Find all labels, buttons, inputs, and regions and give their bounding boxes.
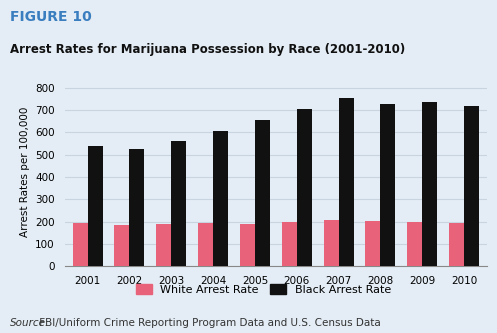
- Bar: [73, 223, 87, 266]
- Bar: [198, 223, 213, 266]
- Bar: [380, 104, 396, 266]
- Bar: [365, 221, 380, 266]
- Bar: [422, 102, 437, 266]
- Bar: [240, 224, 255, 266]
- Bar: [156, 223, 171, 266]
- Bar: [297, 109, 312, 266]
- Bar: [464, 106, 479, 266]
- Bar: [87, 146, 103, 266]
- Text: FBI/Uniform Crime Reporting Program Data and U.S. Census Data: FBI/Uniform Crime Reporting Program Data…: [36, 318, 381, 328]
- Text: Source:: Source:: [10, 318, 49, 328]
- Bar: [407, 222, 422, 266]
- Bar: [338, 99, 354, 266]
- Bar: [213, 131, 228, 266]
- Bar: [255, 120, 270, 266]
- Bar: [324, 220, 338, 266]
- Bar: [114, 225, 129, 266]
- Bar: [449, 223, 464, 266]
- Text: Arrest Rates for Marijuana Possession by Race (2001-2010): Arrest Rates for Marijuana Possession by…: [10, 43, 405, 56]
- Bar: [129, 149, 145, 266]
- Text: FIGURE 10: FIGURE 10: [10, 10, 91, 24]
- Bar: [171, 141, 186, 266]
- Bar: [282, 222, 297, 266]
- Legend: White Arrest Rate, Black Arrest Rate: White Arrest Rate, Black Arrest Rate: [132, 279, 395, 299]
- Y-axis label: Arrest Rates per 100,000: Arrest Rates per 100,000: [20, 106, 30, 237]
